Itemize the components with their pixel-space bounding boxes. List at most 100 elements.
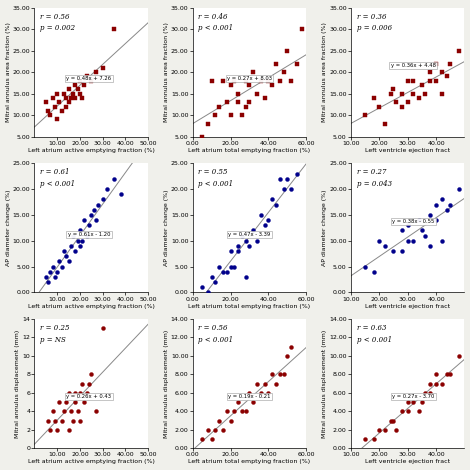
Point (44, 107, 52, 115)
Point (55, 258, 63, 265)
Point (65, 86, 72, 93)
Point (253, 90, 261, 97)
Point (54, 426, 61, 433)
Point (204, 426, 212, 433)
Point (246, 389, 253, 397)
Point (257, 77, 265, 85)
Point (446, 60, 454, 67)
Point (361, 263, 369, 270)
Point (227, 417, 234, 424)
Text: y = 0.61x - 1.20: y = 0.61x - 1.20 (68, 232, 110, 237)
Point (398, 90, 406, 97)
Point (81, 216, 88, 224)
Point (238, 232, 246, 239)
Point (427, 211, 434, 219)
Point (58, 107, 65, 115)
Point (404, 237, 411, 244)
Text: p < 0.001: p < 0.001 (198, 180, 234, 188)
Point (415, 407, 423, 415)
X-axis label: Left atrium active emptying fraction (%): Left atrium active emptying fraction (%) (28, 304, 155, 309)
Point (198, 133, 206, 141)
Point (398, 103, 406, 110)
Y-axis label: Mitral annulus area fraction (%): Mitral annulus area fraction (%) (322, 22, 327, 122)
Text: y = 0.36x + 4.48: y = 0.36x + 4.48 (391, 63, 436, 68)
Point (83, 389, 90, 397)
Point (427, 77, 434, 85)
Text: y = 0.27x + 8.03: y = 0.27x + 8.03 (227, 76, 272, 81)
Point (215, 103, 223, 110)
Point (421, 232, 429, 239)
Point (242, 77, 250, 85)
Point (227, 81, 234, 89)
Point (381, 242, 389, 250)
Point (276, 371, 283, 378)
Point (117, 190, 125, 198)
Y-axis label: Mitral annulus displacement (mm): Mitral annulus displacement (mm) (322, 329, 327, 438)
Point (215, 417, 223, 424)
Point (265, 389, 272, 397)
Point (60, 407, 68, 415)
Point (99, 64, 106, 71)
Point (74, 407, 81, 415)
Point (432, 380, 440, 387)
Point (455, 185, 462, 193)
Point (235, 398, 242, 406)
Point (404, 221, 411, 229)
Point (223, 268, 230, 275)
Point (63, 94, 70, 102)
Point (438, 196, 446, 203)
Point (427, 242, 434, 250)
Point (94, 201, 102, 208)
Text: r = 0.63: r = 0.63 (357, 324, 386, 332)
Text: r = 0.61: r = 0.61 (40, 168, 70, 176)
Point (398, 227, 406, 234)
Text: p = NS: p = NS (40, 336, 66, 344)
Text: p = 0.043: p = 0.043 (357, 180, 392, 188)
Y-axis label: Mitral annulus displacement (mm): Mitral annulus displacement (mm) (16, 329, 20, 438)
Point (272, 60, 280, 67)
Point (427, 68, 434, 76)
Point (58, 263, 65, 270)
Text: p < 0.001: p < 0.001 (40, 180, 75, 188)
Point (287, 185, 295, 193)
Point (110, 175, 118, 182)
Point (99, 196, 106, 203)
Point (421, 389, 429, 397)
X-axis label: Left atrium total emptying fraction (%): Left atrium total emptying fraction (%) (188, 148, 311, 153)
Point (212, 426, 219, 433)
Point (67, 94, 75, 102)
Text: p = 0.006: p = 0.006 (357, 24, 392, 32)
Text: r = 0.56: r = 0.56 (198, 324, 228, 332)
Point (444, 371, 451, 378)
Point (261, 221, 268, 229)
Point (51, 273, 59, 281)
Point (280, 68, 287, 76)
Point (293, 60, 300, 67)
Point (212, 278, 219, 286)
Point (432, 371, 440, 378)
Point (432, 60, 440, 67)
Point (83, 232, 90, 239)
Point (69, 417, 77, 424)
Point (418, 398, 426, 406)
Text: r = 0.55: r = 0.55 (198, 168, 228, 176)
Point (361, 435, 369, 443)
Point (51, 417, 59, 424)
Point (409, 237, 417, 244)
Point (283, 352, 291, 360)
Point (446, 201, 454, 208)
Point (74, 237, 81, 244)
Point (92, 68, 100, 76)
Point (387, 90, 394, 97)
Point (227, 263, 234, 270)
Point (370, 268, 377, 275)
Point (257, 211, 265, 219)
Text: p < 0.001: p < 0.001 (198, 336, 234, 344)
Point (54, 116, 61, 123)
Point (390, 86, 397, 93)
Point (250, 398, 257, 406)
Point (81, 81, 88, 89)
Point (287, 77, 295, 85)
Point (268, 81, 276, 89)
Point (242, 273, 250, 281)
